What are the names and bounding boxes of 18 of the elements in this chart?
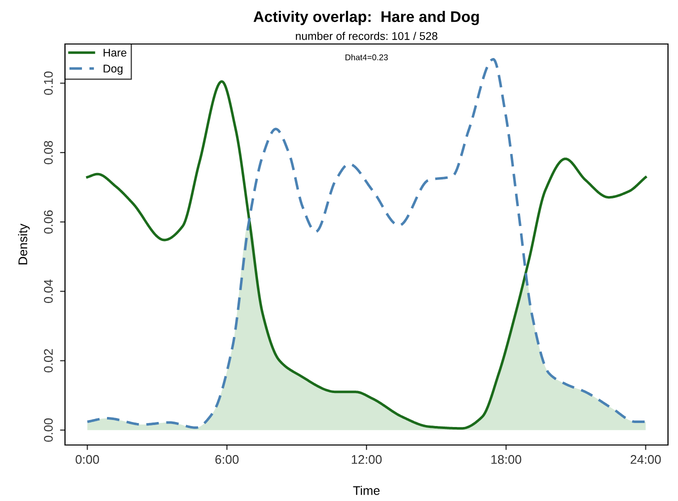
y-tick-label: 0.00 <box>44 418 53 442</box>
chart-subtitle: number of records: 101 / 528 <box>296 32 438 40</box>
annotation: Dhat4=0.23 <box>346 54 388 60</box>
x-tick-label: 0:00 <box>76 455 100 464</box>
x-tick-label: 6:00 <box>215 455 239 464</box>
chart-title: Activity overlap: Hare and Dog <box>254 10 479 26</box>
y-tick-label: 0.08 <box>44 140 53 164</box>
y-tick-label: 0.04 <box>44 280 53 304</box>
y-tick-label: 0.02 <box>44 349 53 372</box>
legend-label: Dog <box>104 64 122 75</box>
y-tick-label: 0.06 <box>44 210 53 234</box>
x-tick-label: 18:00 <box>491 455 522 464</box>
y-tick-label: 0.10 <box>44 72 53 95</box>
x-axis-title: Time <box>353 486 380 495</box>
y-axis-title: Density <box>18 224 30 264</box>
x-tick-label: 24:00 <box>630 455 661 464</box>
legend-label: Hare <box>104 48 126 57</box>
x-tick-label: 12:00 <box>352 455 382 464</box>
